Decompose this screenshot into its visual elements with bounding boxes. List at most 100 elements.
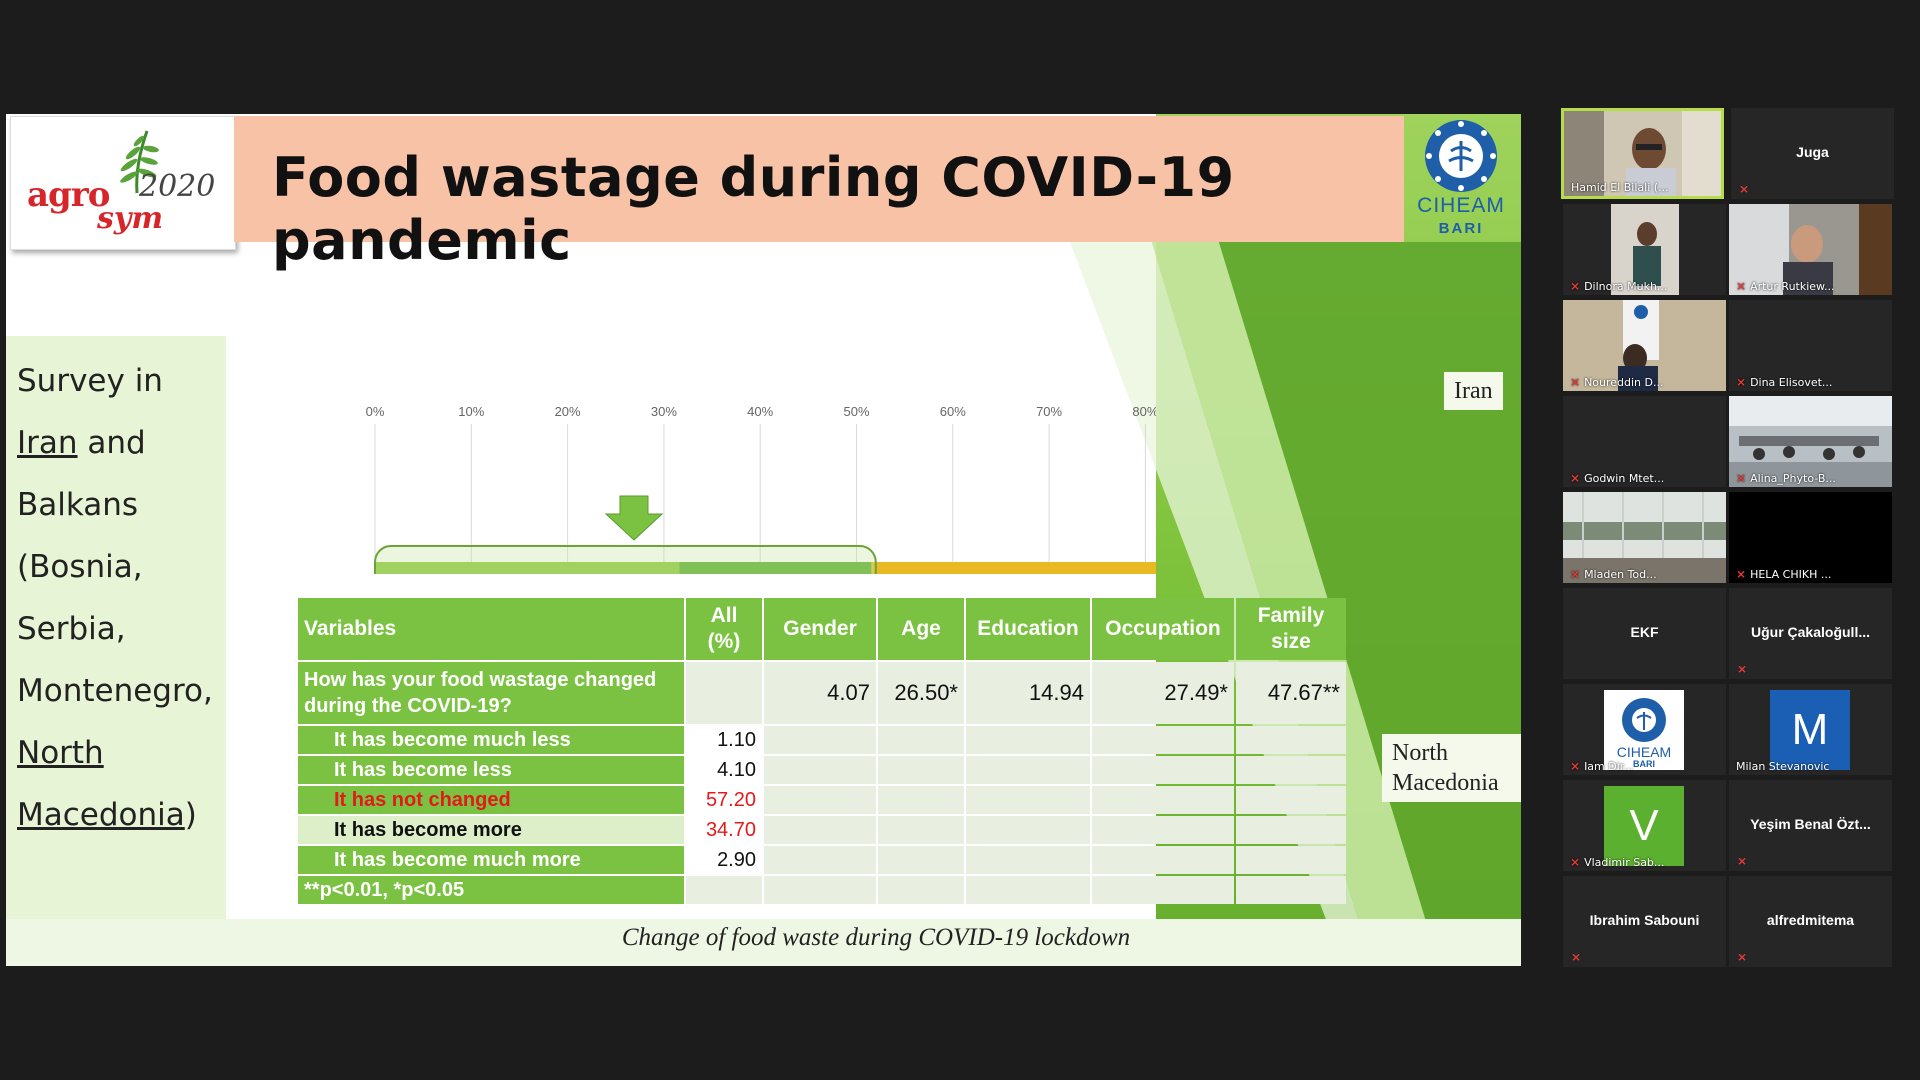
x-tick-label: 70% xyxy=(1036,404,1062,419)
participant-tile[interactable]: ⨯ HELA CHIKH ... xyxy=(1729,492,1892,583)
survey-and: and xyxy=(77,425,146,461)
x-tick-label: 10% xyxy=(458,404,484,419)
participant-name: Dina Elisovet... xyxy=(1750,375,1833,389)
participant-name: EKF xyxy=(1630,624,1659,640)
empty-cell xyxy=(764,726,876,754)
north-macedonia-label: North Macedonia xyxy=(1382,734,1521,802)
empty-cell xyxy=(1236,786,1346,814)
participant-tile[interactable]: Juga ⨯ xyxy=(1731,108,1894,199)
empty-cell xyxy=(966,756,1090,784)
participant-name-row: ⨯ Iam Dir... xyxy=(1570,759,1634,773)
participant-name-row: ⨯ Dilnora Mukh... xyxy=(1570,279,1667,293)
muted-mic-icon: ⨯ xyxy=(1736,567,1747,581)
question-value: 27.49* xyxy=(1092,662,1234,724)
participant-tile[interactable]: ⨯ Dilnora Mukh... xyxy=(1563,204,1726,295)
table-row: It has become more 34.70 xyxy=(298,816,1346,844)
row-all-value: 1.10 xyxy=(686,726,762,754)
slide-caption: Change of food waste during COVID-19 loc… xyxy=(621,924,1131,951)
empty-cell xyxy=(1092,756,1234,784)
table-footnote: **p<0.01, *p<0.05 xyxy=(298,876,684,904)
row-label: It has become much less xyxy=(298,726,684,754)
participant-name: Iam Dir... xyxy=(1584,759,1634,773)
ciheam-avatar-sub: BARI xyxy=(1633,759,1655,769)
question-value: 47.67** xyxy=(1236,662,1346,724)
row-label: It has become less xyxy=(298,756,684,784)
empty-cell xyxy=(966,726,1090,754)
participant-name-row: ⨯ Artur Rutkiew... xyxy=(1736,279,1835,293)
empty-cell xyxy=(1236,816,1346,844)
participant-name-row: ⨯ Mladen Tod... xyxy=(1570,567,1657,581)
participant-video xyxy=(1729,396,1892,487)
agrosym-logo-year: 2020 xyxy=(139,169,216,204)
participant-video xyxy=(1564,111,1721,196)
participant-tile[interactable]: Uğur Çakaloğull... ⨯ xyxy=(1729,588,1892,679)
row-all-value: 2.90 xyxy=(686,846,762,874)
muted-mic-icon: ⨯ xyxy=(1737,950,1748,964)
avatar: V xyxy=(1604,786,1684,866)
participant-name-row: ⨯ Vladimir Sab... xyxy=(1570,855,1664,869)
participant-name: Yeşim Benal Özt... xyxy=(1750,816,1871,832)
participant-tile[interactable]: ⨯ Godwin Mtet... xyxy=(1563,396,1726,487)
empty-cell xyxy=(686,876,762,904)
survey-iran: Iran xyxy=(17,425,78,461)
stacked-bar-chart: 0%10%20%30%40%50%60%70%80%90%100%Cluster… xyxy=(366,404,1156,574)
header-family-size: Family size xyxy=(1236,598,1346,660)
question-value: 26.50* xyxy=(878,662,964,724)
survey-panel xyxy=(6,336,226,926)
participant-name: Godwin Mtet... xyxy=(1584,471,1665,485)
header-gender: Gender xyxy=(764,598,876,660)
highlight-box xyxy=(374,545,877,574)
participant-video xyxy=(1563,300,1726,391)
muted-mic-icon: ⨯ xyxy=(1739,182,1750,196)
survey-line: Serbia, xyxy=(17,611,126,647)
empty-cell xyxy=(1236,726,1346,754)
muted-mic-icon: ⨯ xyxy=(1736,471,1747,485)
survey-line: Macedonia) xyxy=(17,784,227,846)
participant-name: Uğur Çakaloğull... xyxy=(1750,624,1870,640)
participant-tile[interactable]: ⨯ Noureddin D... xyxy=(1563,300,1726,391)
survey-close-paren: ) xyxy=(184,797,197,833)
participant-tile[interactable]: Yeşim Benal Özt... ⨯ xyxy=(1729,780,1892,871)
participant-tile[interactable]: CIHEAM BARI ⨯ Iam Dir... xyxy=(1563,684,1726,775)
header-variables: Variables xyxy=(298,598,684,660)
ciheam-emblem-icon xyxy=(1622,698,1666,742)
participant-name: alfredmitema xyxy=(1766,912,1855,928)
survey-description: Survey in Iran and Balkans (Bosnia, Serb… xyxy=(17,350,227,846)
muted-mic-icon: ⨯ xyxy=(1570,855,1581,869)
empty-cell xyxy=(878,876,964,904)
caption-band xyxy=(6,919,1521,966)
empty-cell xyxy=(966,816,1090,844)
muted-mic-icon: ⨯ xyxy=(1570,567,1581,581)
x-tick-label: 30% xyxy=(651,404,677,419)
participant-name: Artur Rutkiew... xyxy=(1750,279,1835,293)
title-banner: Food wastage during COVID-19 pandemic xyxy=(234,116,1404,272)
chi-square-table: Variables All (%) Gender Age Education O… xyxy=(296,596,1348,906)
participant-tile[interactable]: M Milan Stevanovic xyxy=(1729,684,1892,775)
muted-mic-icon: ⨯ xyxy=(1736,375,1747,389)
survey-line: North xyxy=(17,735,104,771)
table-row: **p<0.01, *p<0.05 xyxy=(298,876,1346,904)
participant-tile[interactable]: alfredmitema ⨯ xyxy=(1729,876,1892,967)
participant-tile[interactable]: ⨯ Alina_Phyto-B... xyxy=(1729,396,1892,487)
participant-name: Vladimir Sab... xyxy=(1584,855,1665,869)
agrosym-logo: agro sym 2020 xyxy=(10,116,236,250)
table-header-row: Variables All (%) Gender Age Education O… xyxy=(298,598,1346,660)
participant-tile[interactable]: ⨯ Dina Elisovet... xyxy=(1729,300,1892,391)
empty-cell xyxy=(1092,876,1234,904)
participant-tile[interactable]: ⨯ Artur Rutkiew... xyxy=(1729,204,1892,295)
participant-name: Dilnora Mukh... xyxy=(1584,279,1668,293)
survey-macedonia: Macedonia xyxy=(17,797,185,833)
participant-tile[interactable]: V ⨯ Vladimir Sab... xyxy=(1563,780,1726,871)
participant-name: Hamid El Bilali (... xyxy=(1571,181,1669,194)
participant-name-row: ⨯ Godwin Mtet... xyxy=(1570,471,1664,485)
empty-cell xyxy=(1236,846,1346,874)
participant-name: Juga xyxy=(1796,144,1829,160)
participant-tile[interactable]: EKF xyxy=(1563,588,1726,679)
participant-name-row: ⨯ Noureddin D... xyxy=(1570,375,1664,389)
question-cell: How has your food wastage changed during… xyxy=(298,662,684,724)
participant-tile[interactable]: Ibrahim Sabouni ⨯ xyxy=(1563,876,1726,967)
participant-tile-active-speaker[interactable]: Hamid El Bilali (... xyxy=(1561,108,1724,199)
empty-cell xyxy=(764,786,876,814)
bar-segment xyxy=(679,562,872,574)
participant-tile[interactable]: ⨯ Mladen Tod... xyxy=(1563,492,1726,583)
